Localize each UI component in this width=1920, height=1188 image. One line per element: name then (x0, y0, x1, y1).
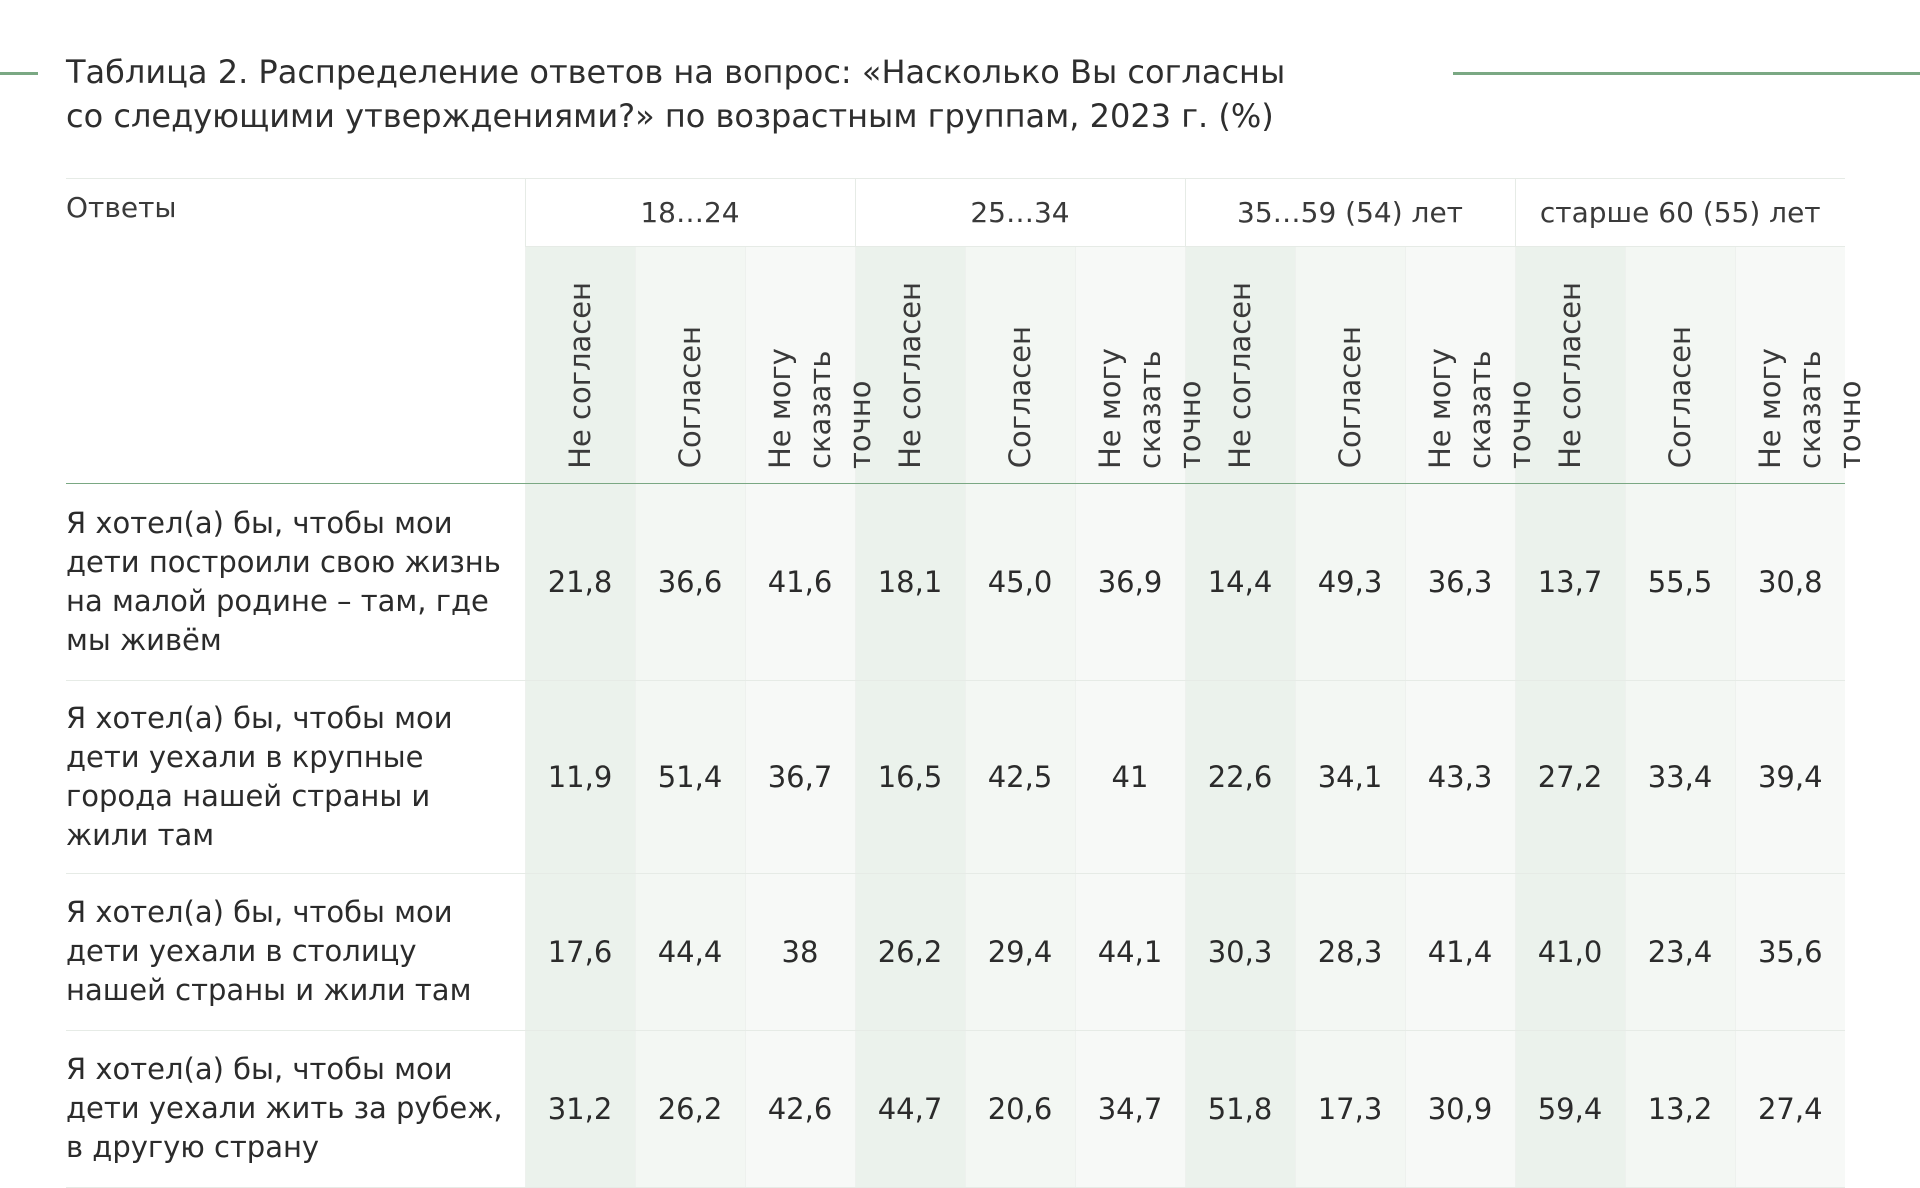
value-cell: 41,0 (1514, 873, 1625, 1031)
value-cell: 13,7 (1514, 483, 1625, 681)
value-cell: 16,5 (854, 680, 965, 874)
value-cell: 51,4 (634, 680, 745, 874)
value-cell: 31,2 (524, 1030, 635, 1188)
group-header-35-59: 35…59 (54) лет (1184, 178, 1515, 247)
value-cell: 26,2 (854, 873, 965, 1031)
subheader-disagree: Не согласен (524, 246, 635, 484)
subheader-agree: Согласен (1624, 246, 1735, 484)
table-title-line-1: Таблица 2. Распределение ответов на вопр… (66, 53, 1286, 91)
answers-column-header: Ответы (66, 178, 525, 246)
group-header-25-34: 25…34 (854, 178, 1185, 247)
subheader-disagree: Не согласен (1514, 246, 1625, 484)
value-cell: 45,0 (964, 483, 1075, 681)
value-cell: 28,3 (1294, 873, 1405, 1031)
value-cell: 41 (1074, 680, 1185, 874)
value-cell: 14,4 (1184, 483, 1295, 681)
value-cell: 23,4 (1624, 873, 1735, 1031)
header-row-subheaders: Не согласен Согласен Не могу сказать точ… (66, 246, 1867, 484)
table-row: Я хотел(а) бы, чтобы мои дети уехали жит… (66, 1030, 1846, 1188)
answer-cell: Я хотел(а) бы, чтобы мои дети уехали в к… (66, 680, 525, 874)
value-cell: 27,4 (1734, 1030, 1846, 1188)
answer-cell: Я хотел(а) бы, чтобы мои дети построили … (66, 483, 525, 681)
header-row-groups: Ответы 18…24 25…34 35…59 (54) лет старше… (66, 178, 1846, 247)
table-row: Я хотел(а) бы, чтобы мои дети построили … (66, 483, 1846, 681)
group-header-60-plus: старше 60 (55) лет (1514, 178, 1846, 247)
value-cell: 41,6 (744, 483, 855, 681)
value-cell: 17,6 (524, 873, 635, 1031)
value-cell: 20,6 (964, 1030, 1075, 1188)
table-title-line-2: со следующими утверждениями?» по возраст… (66, 97, 1274, 135)
value-cell: 33,4 (1624, 680, 1735, 874)
value-cell: 51,8 (1184, 1030, 1295, 1188)
value-cell: 22,6 (1184, 680, 1295, 874)
value-cell: 30,9 (1404, 1030, 1515, 1188)
value-cell: 41,4 (1404, 873, 1515, 1031)
value-cell: 44,7 (854, 1030, 965, 1188)
value-cell: 42,6 (744, 1030, 855, 1188)
value-cell: 36,3 (1404, 483, 1515, 681)
answer-cell: Я хотел(а) бы, чтобы мои дети уехали в с… (66, 873, 525, 1031)
data-table: Ответы 18…24 25…34 35…59 (54) лет старше… (66, 178, 1867, 1188)
value-cell: 18,1 (854, 483, 965, 681)
table-row: Я хотел(а) бы, чтобы мои дети уехали в к… (66, 680, 1846, 874)
subheader-unsure: Не могу сказать точно (1734, 246, 1867, 484)
answer-cell: Я хотел(а) бы, чтобы мои дети уехали жит… (66, 1030, 525, 1188)
value-cell: 29,4 (964, 873, 1075, 1031)
subheader-agree: Согласен (634, 246, 745, 484)
subheader-disagree: Не согласен (1184, 246, 1295, 484)
value-cell: 26,2 (634, 1030, 745, 1188)
subheader-unsure: Не могу сказать точно (1404, 246, 1537, 484)
table-title: Таблица 2. Распределение ответов на вопр… (66, 50, 1426, 138)
value-cell: 30,8 (1734, 483, 1846, 681)
subheader-unsure: Не могу сказать точно (1074, 246, 1207, 484)
accent-rule-right (1453, 72, 1920, 75)
value-cell: 35,6 (1734, 873, 1846, 1031)
value-cell: 27,2 (1514, 680, 1625, 874)
value-cell: 38 (744, 873, 855, 1031)
value-cell: 42,5 (964, 680, 1075, 874)
subheader-agree: Согласен (964, 246, 1075, 484)
value-cell: 21,8 (524, 483, 635, 681)
value-cell: 49,3 (1294, 483, 1405, 681)
value-cell: 11,9 (524, 680, 635, 874)
subheader-disagree: Не согласен (854, 246, 965, 484)
value-cell: 13,2 (1624, 1030, 1735, 1188)
value-cell: 17,3 (1294, 1030, 1405, 1188)
value-cell: 44,4 (634, 873, 745, 1031)
answers-header-spacer (66, 246, 525, 484)
value-cell: 34,7 (1074, 1030, 1185, 1188)
subheader-agree: Согласен (1294, 246, 1405, 484)
value-cell: 59,4 (1514, 1030, 1625, 1188)
value-cell: 36,6 (634, 483, 745, 681)
accent-rule-left (0, 72, 38, 75)
value-cell: 36,7 (744, 680, 855, 874)
value-cell: 55,5 (1624, 483, 1735, 681)
value-cell: 43,3 (1404, 680, 1515, 874)
value-cell: 30,3 (1184, 873, 1295, 1031)
group-header-18-24: 18…24 (524, 178, 855, 247)
value-cell: 39,4 (1734, 680, 1846, 874)
value-cell: 44,1 (1074, 873, 1185, 1031)
value-cell: 34,1 (1294, 680, 1405, 874)
value-cell: 36,9 (1074, 483, 1185, 681)
table-row: Я хотел(а) бы, чтобы мои дети уехали в с… (66, 873, 1846, 1031)
subheader-unsure: Не могу сказать точно (744, 246, 877, 484)
